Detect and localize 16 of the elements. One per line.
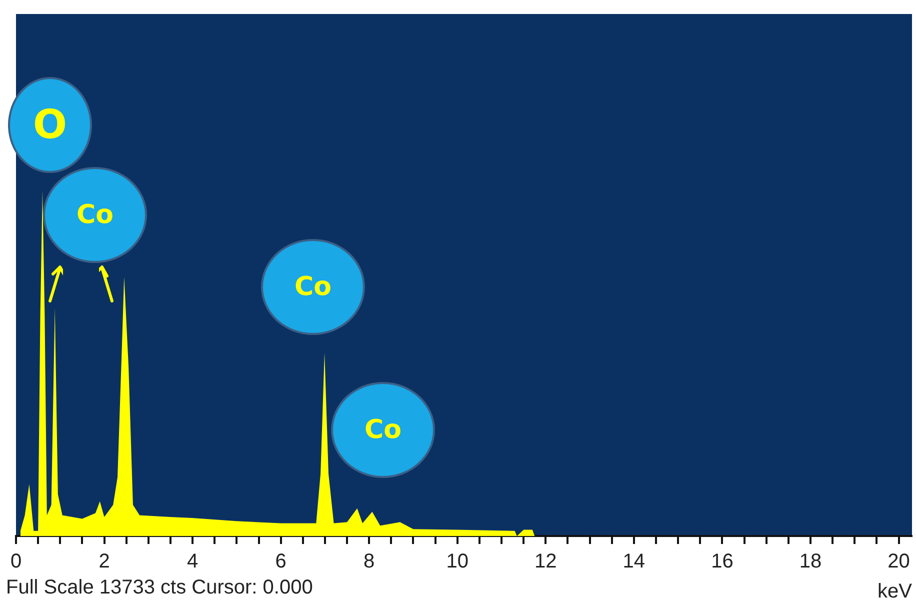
x-tick-label: 6	[275, 550, 286, 573]
x-tick-label: 2	[98, 550, 110, 573]
x-tick-label: 14	[622, 550, 646, 573]
annotation: Co	[76, 200, 114, 230]
x-tick-label: 20	[888, 550, 910, 573]
x-tick-label: 16	[711, 550, 734, 573]
x-tick-label: 0	[10, 550, 22, 573]
x-tick-label: 12	[534, 550, 557, 573]
x-tick-label: 10	[446, 550, 469, 573]
x-tick-label: 18	[799, 550, 822, 573]
annotation: Co	[364, 415, 402, 445]
x-tick-label: 8	[364, 550, 375, 573]
x-axis-title: keV	[878, 580, 913, 603]
annotation: Co	[294, 272, 332, 302]
text: Full Scale 13733 cts Cursor: 0.000	[6, 576, 313, 599]
x-tick-label: 4	[186, 550, 198, 573]
